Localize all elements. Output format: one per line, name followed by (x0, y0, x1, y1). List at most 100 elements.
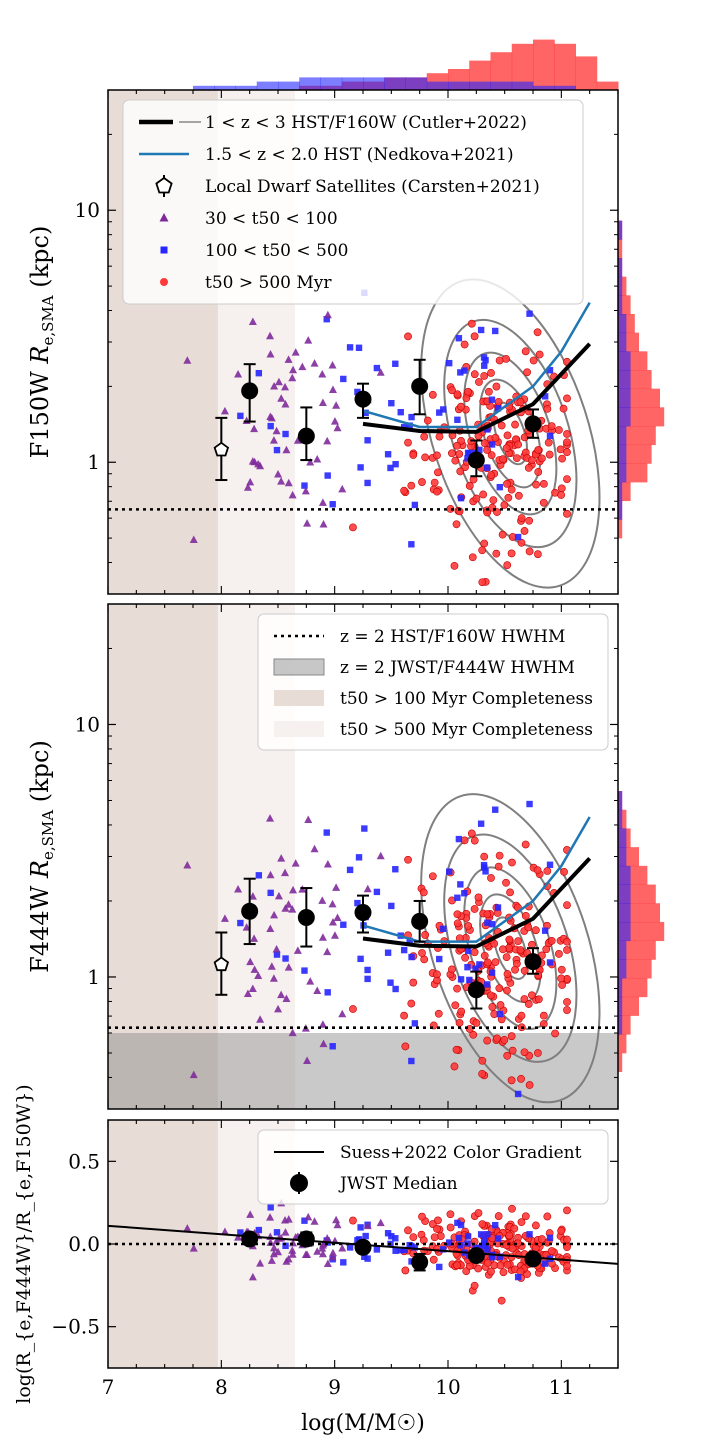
data-point (277, 990, 286, 999)
data-point (498, 530, 507, 539)
legend-box (257, 613, 609, 751)
histogram-bar (278, 81, 300, 90)
data-point (563, 946, 571, 954)
data-point (189, 535, 198, 543)
data-point (354, 899, 361, 907)
data-point (392, 461, 399, 468)
data-point (364, 975, 371, 983)
data-point (274, 891, 283, 900)
data-point (453, 910, 462, 919)
data-point (183, 356, 192, 364)
histogram-bar (618, 959, 627, 979)
data-point (455, 835, 463, 843)
data-point (445, 359, 453, 367)
data-point (487, 874, 495, 882)
data-point (455, 335, 463, 342)
data-point (480, 861, 488, 869)
data-point (557, 974, 566, 983)
data-point (557, 1226, 566, 1235)
data-point (461, 953, 469, 962)
data-point (465, 481, 474, 490)
data-point (453, 984, 461, 993)
data-point (452, 520, 461, 529)
data-point (484, 981, 491, 988)
data-point (499, 455, 507, 464)
data-point (291, 1232, 300, 1241)
median-point (524, 415, 542, 433)
data-point (408, 413, 415, 421)
data-point (346, 866, 354, 874)
histogram-bar (618, 940, 627, 960)
data-point (429, 1255, 438, 1264)
data-point (517, 514, 526, 523)
data-point (494, 1212, 503, 1220)
data-point (467, 319, 476, 328)
data-point (563, 1235, 571, 1244)
data-point (502, 953, 511, 962)
data-point (484, 387, 493, 396)
legend-swatch-bigdot (290, 1172, 308, 1194)
data-point (255, 872, 263, 879)
median-point (411, 912, 429, 930)
data-point (411, 1244, 419, 1251)
data-point (524, 1000, 533, 1008)
data-point (318, 1249, 327, 1258)
data-point (288, 1250, 297, 1258)
data-point (269, 436, 278, 444)
data-point (483, 446, 491, 454)
data-point (407, 999, 416, 1008)
data-point (482, 868, 489, 875)
data-point (516, 946, 525, 954)
data-point (346, 344, 354, 351)
data-point (457, 1242, 464, 1249)
data-point (468, 553, 477, 562)
data-point (272, 945, 281, 953)
data-point (563, 1206, 571, 1215)
data-point (476, 446, 483, 454)
data-point (281, 382, 290, 391)
histogram-bar (618, 519, 623, 539)
data-point (243, 989, 252, 997)
nedkova-line (362, 301, 591, 429)
panel-bottom: 0.5 0.0 −0.5 7 8 9 10 11 log(R_{e,F444W}/R_{e,F1… (13, 1084, 619, 1404)
data-point (563, 509, 571, 518)
data-point (355, 854, 363, 861)
y-tick-label: 1 (87, 450, 100, 474)
data-point (408, 541, 415, 548)
data-point (387, 979, 394, 986)
data-point (457, 402, 465, 411)
data-point (454, 416, 461, 423)
data-point (512, 454, 521, 463)
data-point (488, 1003, 497, 1011)
data-point (234, 885, 243, 893)
data-point (455, 1019, 464, 1027)
y-tick-label: 1 (87, 965, 100, 989)
data-point (361, 1253, 368, 1260)
data-point (457, 1007, 466, 1016)
data-point (392, 1235, 399, 1242)
data-point (455, 450, 464, 458)
data-point (246, 477, 255, 486)
data-point (357, 1224, 364, 1231)
data-point (318, 1020, 327, 1028)
data-point (469, 1030, 478, 1039)
histogram-bar (618, 314, 627, 334)
data-point (362, 1232, 369, 1240)
data-point (526, 1231, 533, 1238)
y-tick-label: −0.5 (51, 1315, 100, 1339)
data-point (481, 1236, 488, 1243)
data-point (274, 469, 283, 478)
data-point (484, 919, 491, 926)
histogram-bar (618, 791, 623, 811)
data-point (454, 894, 461, 901)
data-point (269, 1249, 278, 1258)
data-point (428, 872, 437, 881)
data-point (528, 456, 536, 465)
data-point (323, 829, 330, 836)
data-point (514, 1273, 522, 1281)
data-point (255, 1226, 263, 1234)
data-point (488, 921, 496, 928)
data-point (284, 1215, 293, 1223)
data-point (492, 806, 499, 813)
data-point (313, 986, 322, 995)
